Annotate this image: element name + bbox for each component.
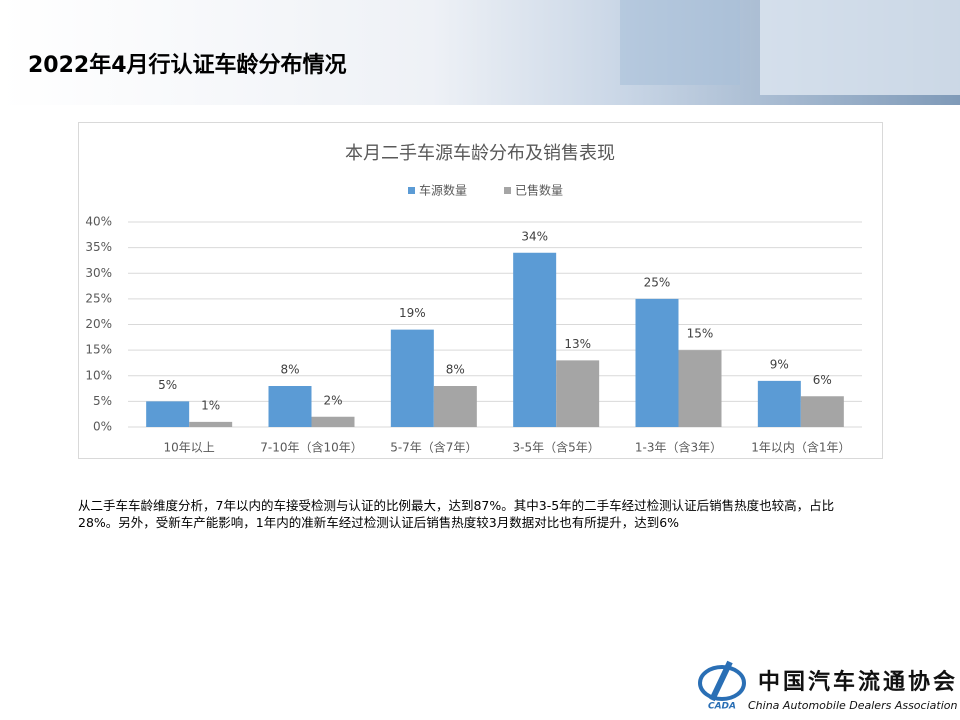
x-tick-label: 10年以上	[164, 441, 215, 455]
y-tick-label: 15%	[85, 343, 112, 357]
legend-swatch	[408, 187, 415, 194]
bar	[513, 252, 557, 427]
y-tick-label: 20%	[85, 317, 112, 331]
logo-icon	[709, 660, 733, 702]
value-label: 5%	[158, 378, 177, 392]
legend-label: 已售数量	[515, 183, 563, 198]
value-label: 13%	[564, 337, 591, 351]
bar	[311, 416, 355, 427]
x-tick-label: 3-5年（含5年）	[513, 440, 600, 455]
header-cube	[620, 0, 740, 85]
value-label: 6%	[813, 373, 832, 387]
y-tick-label: 5%	[93, 394, 112, 408]
x-tick-label: 1年以内（含1年）	[751, 440, 850, 455]
logo-name: 中国汽车流通协会	[758, 669, 958, 695]
value-label: 1%	[201, 398, 220, 412]
x-tick-label: 5-7年（含7年）	[390, 440, 477, 455]
bar	[268, 386, 312, 427]
x-tick-label: 7-10年（含10年）	[260, 440, 363, 455]
logo: CADA 中国汽车流通协会 China Automobile Dealers A…	[698, 660, 958, 712]
bar	[189, 421, 233, 427]
chart-title: 本月二手车源车龄分布及销售表现	[345, 143, 615, 164]
value-label: 9%	[770, 357, 789, 371]
bar	[757, 380, 801, 427]
legend-swatch	[504, 187, 511, 194]
value-label: 15%	[687, 327, 714, 341]
bar	[390, 329, 434, 427]
slide-title: 2022年4月行认证车龄分布情况	[28, 52, 347, 78]
chart-frame	[78, 122, 883, 459]
bar	[800, 396, 844, 427]
bar	[635, 298, 679, 427]
y-tick-label: 30%	[85, 266, 112, 280]
y-tick-label: 0%	[93, 420, 112, 434]
logo-abbr: CADA	[708, 702, 736, 712]
y-tick-label: 35%	[85, 240, 112, 254]
value-label: 8%	[280, 363, 299, 377]
bar	[678, 350, 722, 427]
bar	[433, 386, 477, 427]
note: 从二手车车龄维度分析，7年以内的车接受检测与认证的比例最大，达到87%。其中3-…	[78, 498, 835, 530]
logo-icon	[698, 665, 746, 701]
value-label: 2%	[323, 393, 342, 407]
bar	[556, 360, 600, 427]
value-label: 25%	[644, 275, 671, 289]
y-tick-label: 10%	[85, 368, 112, 382]
value-label: 19%	[399, 306, 426, 320]
value-label: 34%	[521, 229, 548, 243]
y-tick-label: 40%	[85, 215, 112, 229]
legend-label: 车源数量	[419, 183, 467, 198]
y-tick-label: 25%	[85, 291, 112, 305]
value-label: 8%	[446, 363, 465, 377]
logo-english: China Automobile Dealers Association	[748, 699, 957, 712]
bar	[146, 401, 190, 427]
x-tick-label: 1-3年（含3年）	[635, 440, 722, 455]
header-cube	[760, 0, 960, 95]
